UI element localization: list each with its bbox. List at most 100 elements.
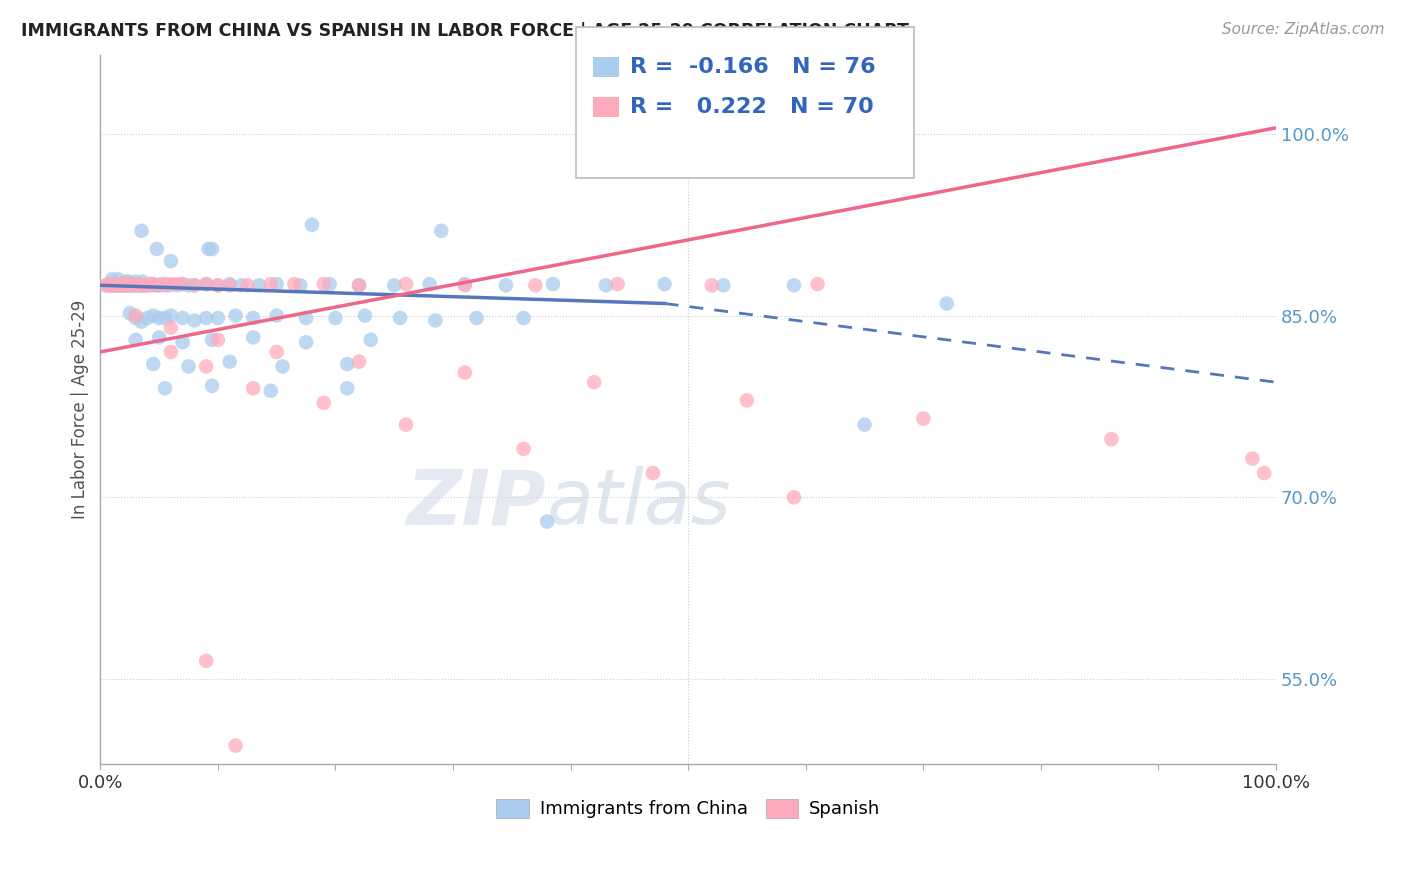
- Point: [354, 309, 377, 323]
- Point: [110, 278, 132, 293]
- Point: [120, 277, 142, 291]
- Point: [454, 277, 477, 291]
- Point: [347, 278, 370, 293]
- Point: [103, 278, 125, 293]
- Point: [112, 278, 135, 293]
- Point: [806, 277, 828, 291]
- Point: [318, 277, 340, 291]
- Point: [117, 278, 139, 293]
- Point: [218, 277, 240, 291]
- Point: [172, 311, 194, 326]
- Point: [127, 278, 149, 293]
- Point: [118, 278, 141, 293]
- Point: [283, 277, 305, 291]
- Point: [201, 333, 224, 347]
- Point: [153, 278, 176, 293]
- Point: [101, 278, 124, 293]
- Point: [160, 309, 183, 323]
- Point: [148, 278, 170, 293]
- Point: [266, 345, 288, 359]
- Point: [1253, 466, 1275, 480]
- Point: [541, 277, 564, 291]
- Point: [146, 278, 169, 293]
- Point: [260, 277, 283, 291]
- Point: [166, 277, 188, 291]
- Point: [195, 654, 218, 668]
- Point: [141, 277, 163, 291]
- Point: [134, 278, 156, 293]
- Point: [654, 277, 676, 291]
- Point: [122, 278, 145, 293]
- Point: [454, 278, 477, 293]
- Point: [112, 278, 135, 293]
- Point: [136, 278, 159, 293]
- Point: [172, 335, 194, 350]
- Text: R =  -0.166   N = 76: R = -0.166 N = 76: [630, 57, 876, 77]
- Point: [118, 306, 141, 320]
- Point: [107, 272, 129, 286]
- Point: [183, 278, 205, 293]
- Point: [218, 278, 240, 293]
- Point: [114, 278, 136, 293]
- Point: [157, 278, 180, 293]
- Point: [117, 275, 139, 289]
- Point: [117, 277, 139, 291]
- Point: [132, 278, 155, 293]
- Point: [177, 278, 200, 293]
- Point: [104, 277, 127, 291]
- Point: [218, 354, 240, 368]
- Point: [195, 311, 218, 326]
- Point: [195, 277, 218, 291]
- Point: [336, 357, 359, 371]
- Point: [153, 381, 176, 395]
- Point: [97, 277, 120, 291]
- Point: [207, 278, 229, 293]
- Point: [118, 277, 141, 291]
- Point: [103, 278, 125, 293]
- Point: [783, 491, 806, 505]
- Point: [495, 278, 517, 293]
- Point: [195, 359, 218, 374]
- Point: [242, 311, 264, 326]
- Point: [336, 381, 359, 395]
- Point: [853, 417, 876, 432]
- Point: [260, 384, 283, 398]
- Point: [160, 345, 183, 359]
- Point: [266, 277, 288, 291]
- Point: [111, 277, 134, 291]
- Text: atlas: atlas: [547, 467, 731, 541]
- Point: [128, 278, 150, 293]
- Point: [595, 278, 617, 293]
- Point: [290, 278, 312, 293]
- Point: [195, 277, 218, 291]
- Text: R =   0.222   N = 70: R = 0.222 N = 70: [630, 97, 873, 117]
- Point: [131, 224, 153, 238]
- Point: [242, 330, 264, 344]
- Point: [107, 278, 129, 293]
- Point: [418, 277, 440, 291]
- Point: [98, 278, 121, 293]
- Point: [115, 275, 138, 289]
- Point: [124, 275, 146, 289]
- Point: [207, 311, 229, 326]
- Point: [153, 277, 176, 291]
- Point: [114, 278, 136, 293]
- Point: [138, 277, 160, 291]
- Point: [247, 278, 270, 293]
- Point: [236, 278, 259, 293]
- Point: [148, 311, 170, 326]
- Point: [143, 278, 166, 293]
- Point: [110, 278, 132, 293]
- Point: [312, 277, 335, 291]
- Point: [266, 309, 288, 323]
- Point: [131, 278, 153, 293]
- Point: [142, 357, 165, 371]
- Point: [121, 278, 143, 293]
- Point: [935, 296, 957, 310]
- Point: [231, 278, 253, 293]
- Point: [128, 278, 150, 293]
- Point: [347, 354, 370, 368]
- Point: [101, 272, 124, 286]
- Point: [131, 315, 153, 329]
- Point: [465, 311, 488, 326]
